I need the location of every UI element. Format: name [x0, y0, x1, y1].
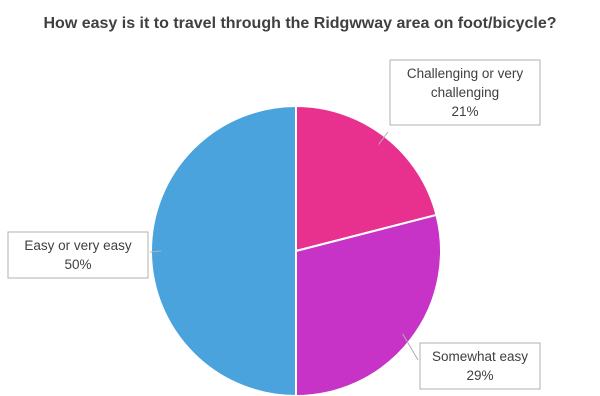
data-label-category: Challenging or very [407, 66, 524, 81]
data-label-category: Easy or very easy [24, 238, 132, 253]
data-label-box [7, 231, 149, 279]
data-label-category: Somewhat easy [432, 349, 528, 364]
leader-line-challenging-or-very-challenging [378, 131, 389, 145]
data-label-challenging-or-very-challenging: Challenging or very challenging 21% [389, 59, 541, 126]
data-label-easy-or-very-easy: Easy or very easy 50% [7, 231, 149, 279]
callout-labels: Challenging or very challenging 21% Somewha… [7, 59, 541, 390]
data-label-value: 29% [466, 368, 493, 383]
pie-slice-easy-or-very-easy [150, 105, 297, 396]
callout-leaders [149, 131, 419, 361]
data-label-value: 21% [451, 104, 478, 119]
chart-title: How easy is it to travel through the Rid… [44, 15, 557, 32]
leader-line-easy-or-very-easy [149, 250, 162, 253]
data-label-category: challenging [431, 85, 499, 100]
data-label-box [389, 59, 541, 126]
leader-line-somewhat-easy [402, 333, 419, 361]
data-label-somewhat-easy: Somewhat easy 29% [419, 342, 541, 390]
data-label-box [419, 342, 541, 390]
pie-slices [150, 105, 442, 396]
data-label-value: 50% [64, 257, 91, 272]
pie-slice-somewhat-easy [295, 213, 442, 396]
